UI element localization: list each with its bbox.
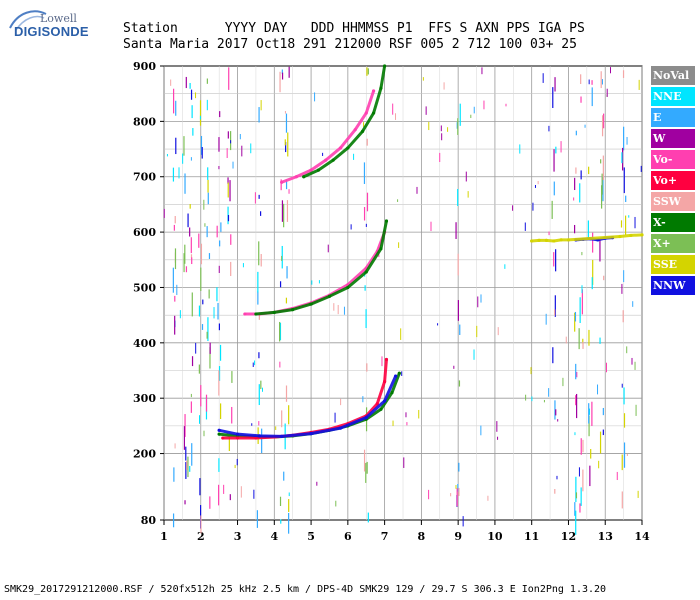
- trace-point: [258, 434, 262, 438]
- trace-point: [309, 432, 313, 436]
- y-tick-label: 800: [133, 115, 156, 128]
- trace-point: [254, 436, 258, 440]
- trace-point: [235, 432, 240, 436]
- x-tick-label: 13: [598, 530, 613, 543]
- y-tick-label: 600: [133, 226, 156, 239]
- trace-x-: [302, 64, 387, 179]
- trace-point: [364, 111, 368, 115]
- trace-point: [371, 111, 376, 115]
- x-tick-label: 12: [561, 530, 576, 543]
- trace-point: [324, 158, 328, 162]
- trace-point: [383, 399, 387, 403]
- legend-item-nne: NNE: [651, 87, 695, 106]
- trace-point: [384, 219, 389, 223]
- y-tick-label: 200: [133, 448, 156, 461]
- trace-point: [294, 175, 298, 179]
- legend-item-ssw: SSW: [651, 192, 695, 211]
- trace-point: [383, 64, 387, 68]
- y-tick-label: 400: [133, 337, 156, 350]
- digisonde-logo-icon: [9, 10, 47, 31]
- legend-item-vo-: Vo-: [651, 150, 695, 169]
- trace-point: [221, 436, 225, 440]
- x-tick-label: 6: [344, 530, 352, 543]
- legend-item-x-: X+: [651, 234, 695, 253]
- trace-point: [316, 168, 321, 172]
- trace-vo-: [280, 89, 376, 184]
- x-tick-label: 11: [524, 530, 539, 543]
- trace-point: [371, 89, 376, 93]
- y-tick-label: 80: [141, 514, 157, 527]
- y-tick-label: 500: [133, 281, 156, 294]
- trace-point: [379, 247, 383, 251]
- trace-point: [272, 310, 276, 314]
- x-tick-label: 8: [418, 530, 426, 543]
- legend-item-nnw: NNW: [651, 276, 695, 295]
- logo-brand: Lowell: [40, 12, 77, 25]
- trace-point: [338, 426, 343, 430]
- y-tick-label: 900: [133, 60, 156, 73]
- legend-item-vo-: Vo+: [651, 171, 695, 190]
- trace-point: [559, 238, 563, 242]
- trace-point: [309, 168, 313, 172]
- x-tick-label: 2: [197, 530, 205, 543]
- trace-point: [640, 233, 644, 237]
- trace-point: [360, 129, 365, 133]
- trace-point: [375, 402, 379, 406]
- trace-point: [327, 294, 332, 298]
- trace-point: [544, 238, 549, 243]
- legend-item-sse: SSE: [651, 255, 695, 274]
- y-tick-label: 700: [133, 171, 156, 184]
- trace-point: [397, 371, 401, 375]
- trace-point: [291, 308, 295, 312]
- logo-product: DIGISONDE: [14, 24, 89, 39]
- legend-item-w: W: [651, 129, 695, 148]
- trace-point: [280, 180, 284, 184]
- legend-item-e: E: [651, 108, 695, 127]
- trace-point: [530, 239, 534, 243]
- trace-point: [338, 146, 343, 150]
- x-tick-label: 3: [234, 530, 242, 543]
- trace-point: [384, 357, 389, 362]
- x-tick-label: 5: [307, 530, 315, 543]
- trace-point: [217, 432, 221, 436]
- x-tick-label: 1: [160, 530, 168, 543]
- trace-point: [254, 312, 258, 316]
- trace-point: [364, 415, 368, 420]
- trace-point: [243, 312, 247, 316]
- x-tick-label: 10: [487, 530, 503, 543]
- x-tick-label: 4: [270, 530, 278, 543]
- trace-point: [235, 436, 240, 440]
- trace-point: [566, 238, 571, 242]
- trace-point: [331, 158, 335, 162]
- trace-point: [364, 270, 368, 274]
- trace-point: [379, 407, 383, 411]
- footer-info: SMK29_2017291212000.RSF / 520fx512h 25 k…: [4, 584, 607, 595]
- trace-point: [353, 128, 357, 132]
- trace-point: [302, 175, 306, 179]
- trace-point: [618, 234, 622, 239]
- trace-point: [379, 86, 383, 90]
- trace-point: [394, 374, 398, 378]
- legend-item-x-: X-: [651, 213, 695, 232]
- x-tick-label: 7: [381, 530, 389, 543]
- trace-point: [280, 434, 284, 438]
- trace-point: [309, 302, 313, 306]
- trace-point: [537, 238, 541, 243]
- header-values: Santa Maria 2017 Oct18 291 212000 RSF 00…: [123, 37, 577, 52]
- y-tick-label: 300: [133, 392, 156, 405]
- trace-point: [390, 391, 394, 395]
- trace-point: [629, 233, 633, 238]
- trace-point: [383, 379, 387, 384]
- header-labels: Station YYYY DAY DDD HHMMSS P1 FFS S AXN…: [123, 21, 585, 36]
- trace-point: [346, 146, 350, 150]
- trace-point: [552, 239, 556, 243]
- x-tick-label: 14: [634, 530, 650, 543]
- trace-point: [346, 285, 350, 290]
- legend-item-noval: NoVal: [651, 66, 695, 85]
- legend: NoVal NNE E W Vo- Vo+ SSW X- X+ SSE NNW: [651, 66, 695, 297]
- x-tick-label: 9: [454, 530, 462, 543]
- trace-point: [217, 428, 221, 432]
